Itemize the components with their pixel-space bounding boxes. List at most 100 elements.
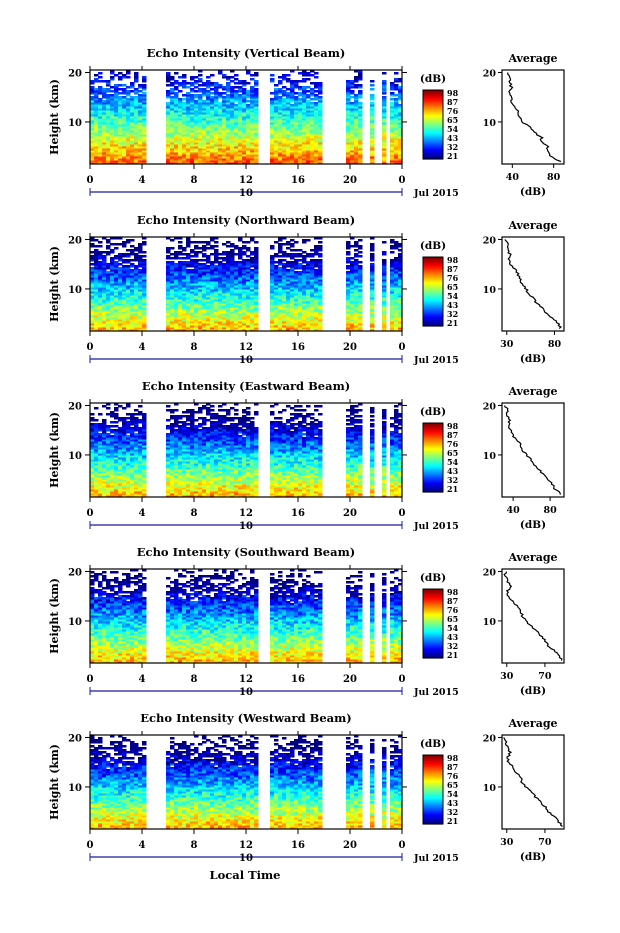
heatmap-cell (274, 265, 279, 268)
heatmap-cell (170, 261, 175, 264)
heatmap-cell (130, 245, 135, 248)
heatmap-cell (218, 253, 223, 256)
heatmap-cell (130, 90, 135, 93)
heatmap-cell (138, 84, 143, 87)
heatmap-cell (198, 94, 203, 97)
heatmap-cell (126, 98, 131, 101)
date-axis-tick: 10 (239, 355, 253, 366)
heatmap-cell (194, 241, 199, 244)
heatmap-cell (142, 92, 147, 95)
heatmap-cell (170, 239, 175, 242)
profile-title: Average (507, 219, 557, 232)
heatmap-cell (318, 96, 323, 99)
heatmap-cell (306, 94, 311, 97)
heatmap-cell (118, 76, 123, 79)
heatmap-cell (242, 251, 247, 254)
profile-line (505, 240, 561, 329)
heatmap-cell (90, 263, 95, 266)
panel-title: Echo Intensity (Vertical Beam) (147, 46, 346, 60)
heatmap-cell (210, 245, 215, 248)
heatmap-cell (390, 98, 395, 101)
heatmap-cell (358, 239, 363, 242)
heatmap-cell (186, 269, 191, 272)
heatmap-cell (354, 253, 359, 256)
heatmap-cell (238, 86, 243, 89)
heatmap-cell (118, 253, 123, 256)
heatmap-cell (142, 251, 147, 254)
heatmap-cell (182, 261, 187, 264)
heatmap-cell (358, 251, 363, 254)
heatmap-cell (218, 261, 223, 264)
profile-y-tick-label: 10 (483, 118, 497, 129)
profile-x-tick-label: 40 (506, 172, 520, 183)
heatmap-cell (134, 253, 139, 256)
heatmap-cell (350, 90, 355, 93)
heatmap-cell (286, 78, 291, 81)
heatmap-cell (346, 257, 351, 260)
heatmap-cell (106, 88, 111, 91)
heatmap-cell (254, 80, 259, 83)
heatmap-cell (218, 102, 223, 105)
heatmap-cell (174, 251, 179, 254)
heatmap-cell (314, 269, 319, 272)
heatmap-cell (282, 86, 287, 89)
heatmap-cell (198, 74, 203, 77)
x-tick-label: 8 (191, 342, 198, 353)
heatmap-cell (234, 261, 239, 264)
heatmap-cell (370, 253, 375, 256)
heatmap-cell (126, 76, 131, 79)
heatmap-cell (250, 251, 255, 254)
heatmap-cell (94, 245, 99, 248)
heatmap-cell (222, 92, 227, 95)
heatmap-cell (94, 239, 99, 242)
heatmap-cell (122, 241, 127, 244)
heatmap-cell (190, 82, 195, 85)
heatmap-cell (190, 241, 195, 244)
heatmap-cell (174, 80, 179, 83)
panel-title: Echo Intensity (Eastward Beam) (142, 379, 350, 393)
heatmap-cell (370, 263, 375, 266)
heatmap-cell (138, 90, 143, 93)
heatmap-cell (346, 271, 351, 274)
heatmap-cell (350, 261, 355, 264)
heatmap-cell (254, 241, 259, 244)
profile-line (508, 73, 561, 162)
heatmap-cell (310, 249, 315, 252)
heatmap-cell (130, 82, 135, 85)
heatmap-cell (202, 241, 207, 244)
date-axis-tick: 10 (239, 188, 253, 199)
profile-x-label: (dB) (520, 353, 546, 365)
heatmap-cell (270, 92, 275, 95)
heatmap-cell (382, 251, 387, 254)
heatmap-cell (130, 269, 135, 272)
heatmap-cell (202, 263, 207, 266)
heatmap-cell (98, 72, 103, 75)
x-tick-label: 0 (399, 342, 406, 353)
colorbar-tick-label: 21 (447, 151, 458, 161)
heatmap-cell (290, 239, 295, 242)
heatmap-cell (114, 261, 119, 264)
heatmap-cells (90, 70, 403, 165)
heatmap-cell (230, 243, 235, 246)
heatmap-cell (166, 261, 171, 264)
heatmap-cell (90, 96, 95, 99)
heatmap-cell (202, 100, 207, 103)
heatmap-cell (294, 271, 299, 274)
x-tick-label: 0 (399, 175, 406, 186)
heatmap-cell (206, 76, 211, 79)
heatmap-cell (302, 251, 307, 254)
heatmap-cell (278, 243, 283, 246)
heatmap-cell (170, 257, 175, 260)
y-axis-label: Height (km) (48, 79, 61, 155)
y-tick-label: 20 (68, 68, 82, 79)
heatmap-cell (126, 259, 131, 262)
heatmap-cell (198, 247, 203, 250)
heatmap-cell (286, 247, 291, 250)
heatmap-cell (246, 82, 251, 85)
heatmap-cell (90, 243, 95, 246)
heatmap-cell (138, 269, 143, 272)
heatmap-cell (90, 267, 95, 270)
heatmap-cell (382, 72, 387, 75)
